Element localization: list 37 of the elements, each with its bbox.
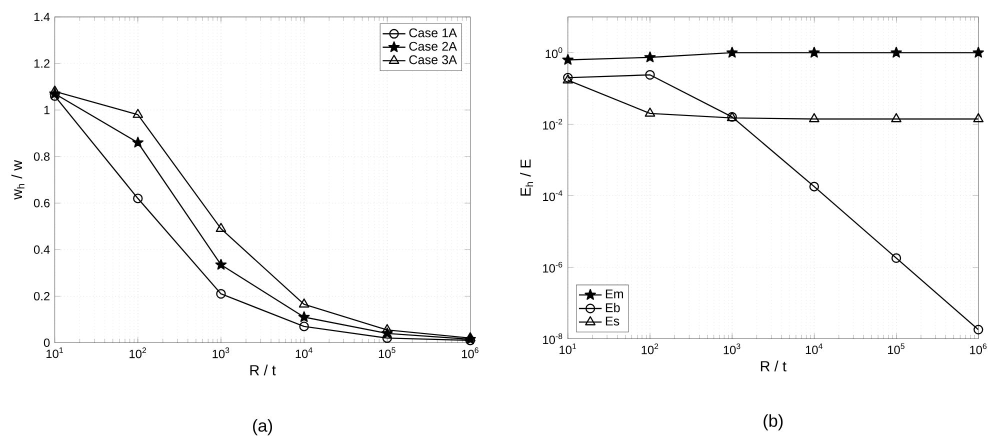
y-tick-label: 10$^{-2}$ (543, 119, 562, 130)
y-axis-title: w$_{h}$ / w (11, 160, 24, 200)
legend-label: Case 1A (409, 28, 457, 38)
x-tick-label: 10$^{2}$ (642, 344, 658, 354)
legend-label: Eb (606, 303, 620, 312)
y-tick-label: 1 (44, 106, 50, 114)
y-tick-label: 10$^{0}$ (546, 48, 562, 58)
y-tick-label: 0 (44, 338, 50, 348)
legend-label: Em (606, 290, 624, 298)
x-tick-label: 10$^{3}$ (212, 348, 230, 358)
x-axis-title: R / t (760, 360, 786, 372)
y-tick-label: 10$^{-6}$ (543, 262, 562, 273)
x-tick-label: 10$^{4}$ (296, 348, 312, 358)
x-tick-label: 10$^{5}$ (888, 344, 904, 354)
y-tick-label: 0.6 (34, 199, 50, 208)
x-tick-label: 10$^{2}$ (130, 348, 146, 358)
x-tick-label: 10$^{6}$ (462, 348, 478, 358)
y-tick-label: 10$^{-8}$ (543, 334, 562, 344)
y-tick-label: 0.2 (34, 292, 50, 301)
legend-label: Es (606, 316, 620, 326)
text: (a) (253, 419, 272, 436)
y-tick-label: 0.8 (34, 152, 50, 161)
y-tick-label: 10$^{-4}$ (543, 190, 562, 202)
x-tick-label: 10$^{1}$ (46, 348, 63, 358)
x-axis-title: R / t (250, 364, 276, 376)
y-axis-title: E$_{h}$ / E (520, 160, 534, 196)
y-tick-label: 1.4 (34, 13, 50, 22)
x-tick-label: 10$^{4}$ (806, 344, 822, 354)
x-tick-label: 10$^{5}$ (378, 348, 396, 358)
text: (b) (764, 414, 783, 431)
x-tick-label: 10$^{6}$ (970, 344, 987, 354)
legend-label: Case 2A (409, 42, 457, 51)
x-tick-label: 10$^{3}$ (724, 344, 740, 354)
x-tick-label: 10$^{1}$ (560, 344, 576, 354)
legend-label: Case 3A (409, 55, 457, 64)
y-tick-label: 1.2 (34, 59, 50, 68)
y-tick-label: 0.4 (34, 246, 50, 254)
